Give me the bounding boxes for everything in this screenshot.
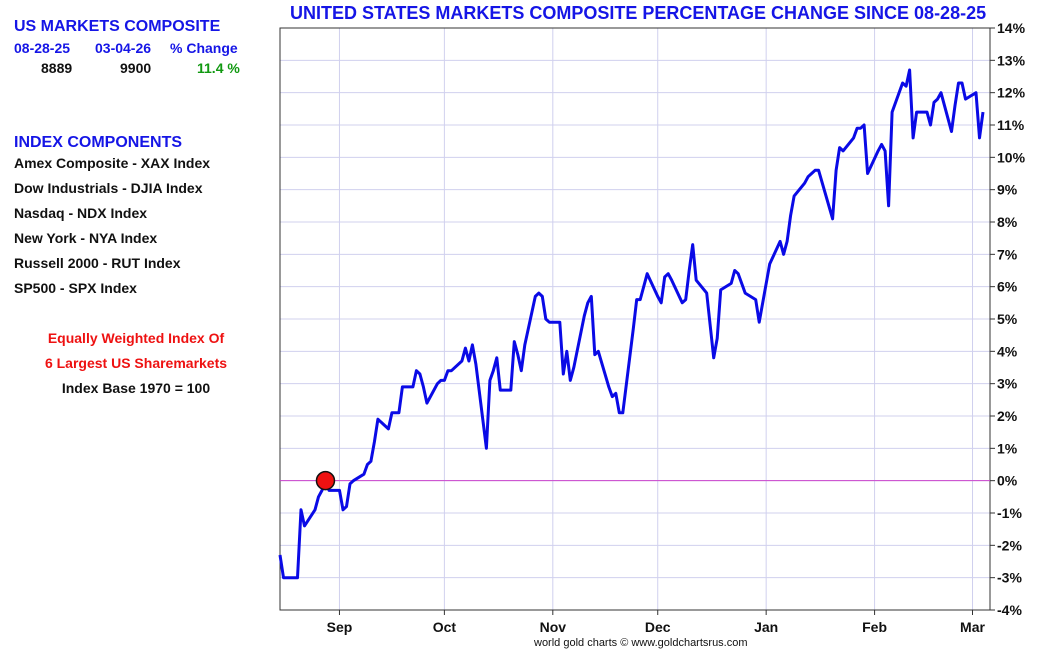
y-tick-label: 10% — [997, 149, 1026, 165]
note-largest-markets: 6 Largest US Sharemarkets — [44, 355, 228, 371]
y-tick-label: -3% — [997, 570, 1022, 586]
y-tick-label: 12% — [997, 85, 1026, 101]
footer-credit: world gold charts © www.goldchartsrus.co… — [534, 637, 748, 649]
y-tick-label: 9% — [997, 182, 1018, 198]
component-item: New York - NYA Index — [14, 230, 158, 246]
y-tick-label: 7% — [997, 246, 1018, 262]
y-tick-label: -4% — [997, 602, 1022, 618]
chart-title: UNITED STATES MARKETS COMPOSITE PERCENTA… — [290, 3, 987, 23]
components-heading: INDEX COMPONENTS — [14, 134, 183, 151]
y-tick-label: 8% — [997, 214, 1018, 230]
y-axis: -4% -3% -2% -1% 0% 1% 2% 3% 4% 5% 6% 7% 8% 9% 10% 11% 12… — [990, 20, 1026, 618]
y-tick-label: -2% — [997, 537, 1022, 553]
component-item: Russell 2000 - RUT Index — [14, 255, 181, 271]
summary-header-start-date: 08-28-25 — [14, 40, 71, 56]
series-line — [278, 68, 985, 580]
x-tick-label: Nov — [540, 619, 567, 635]
composite-title: US MARKETS COMPOSITE — [14, 18, 221, 35]
x-tick-label: Dec — [645, 619, 671, 635]
component-item: Nasdaq - NDX Index — [14, 205, 148, 221]
component-item: Amex Composite - XAX Index — [14, 155, 211, 171]
marker-layer — [315, 470, 336, 491]
y-tick-label: 3% — [997, 376, 1018, 392]
summary-change-value: 11.4 % — [197, 60, 240, 76]
series-layer — [278, 68, 985, 580]
summary-start-value: 8889 — [41, 60, 73, 76]
y-tick-label: 2% — [997, 408, 1018, 424]
component-item: SP500 - SPX Index — [14, 280, 137, 296]
y-tick-label: 4% — [997, 343, 1018, 359]
note-index-base: Index Base 1970 = 100 — [61, 380, 211, 396]
component-item: Dow Industrials - DJIA Index — [14, 180, 203, 196]
summary-header-end-date: 03-04-26 — [95, 40, 152, 56]
y-tick-label: 1% — [997, 440, 1018, 456]
x-tick-label: Mar — [960, 619, 985, 635]
y-tick-label: 0% — [997, 473, 1018, 489]
x-axis: Sep Oct Nov Dec Jan Feb Mar — [327, 610, 986, 635]
note-equally-weighted: Equally Weighted Index Of — [47, 330, 225, 346]
x-tick-label: Jan — [754, 619, 778, 635]
summary-end-value: 9900 — [120, 60, 152, 76]
y-tick-label: -1% — [997, 505, 1022, 521]
y-tick-label: 13% — [997, 52, 1026, 68]
x-tick-label: Oct — [433, 619, 457, 635]
y-tick-label: 11% — [997, 117, 1025, 133]
y-tick-label: 14% — [997, 20, 1026, 36]
y-tick-label: 6% — [997, 279, 1018, 295]
x-tick-label: Sep — [327, 619, 353, 635]
start-date-marker — [315, 470, 336, 491]
y-tick-label: 5% — [997, 311, 1018, 327]
x-tick-label: Feb — [862, 619, 887, 635]
summary-header-change: % Change — [170, 40, 238, 56]
